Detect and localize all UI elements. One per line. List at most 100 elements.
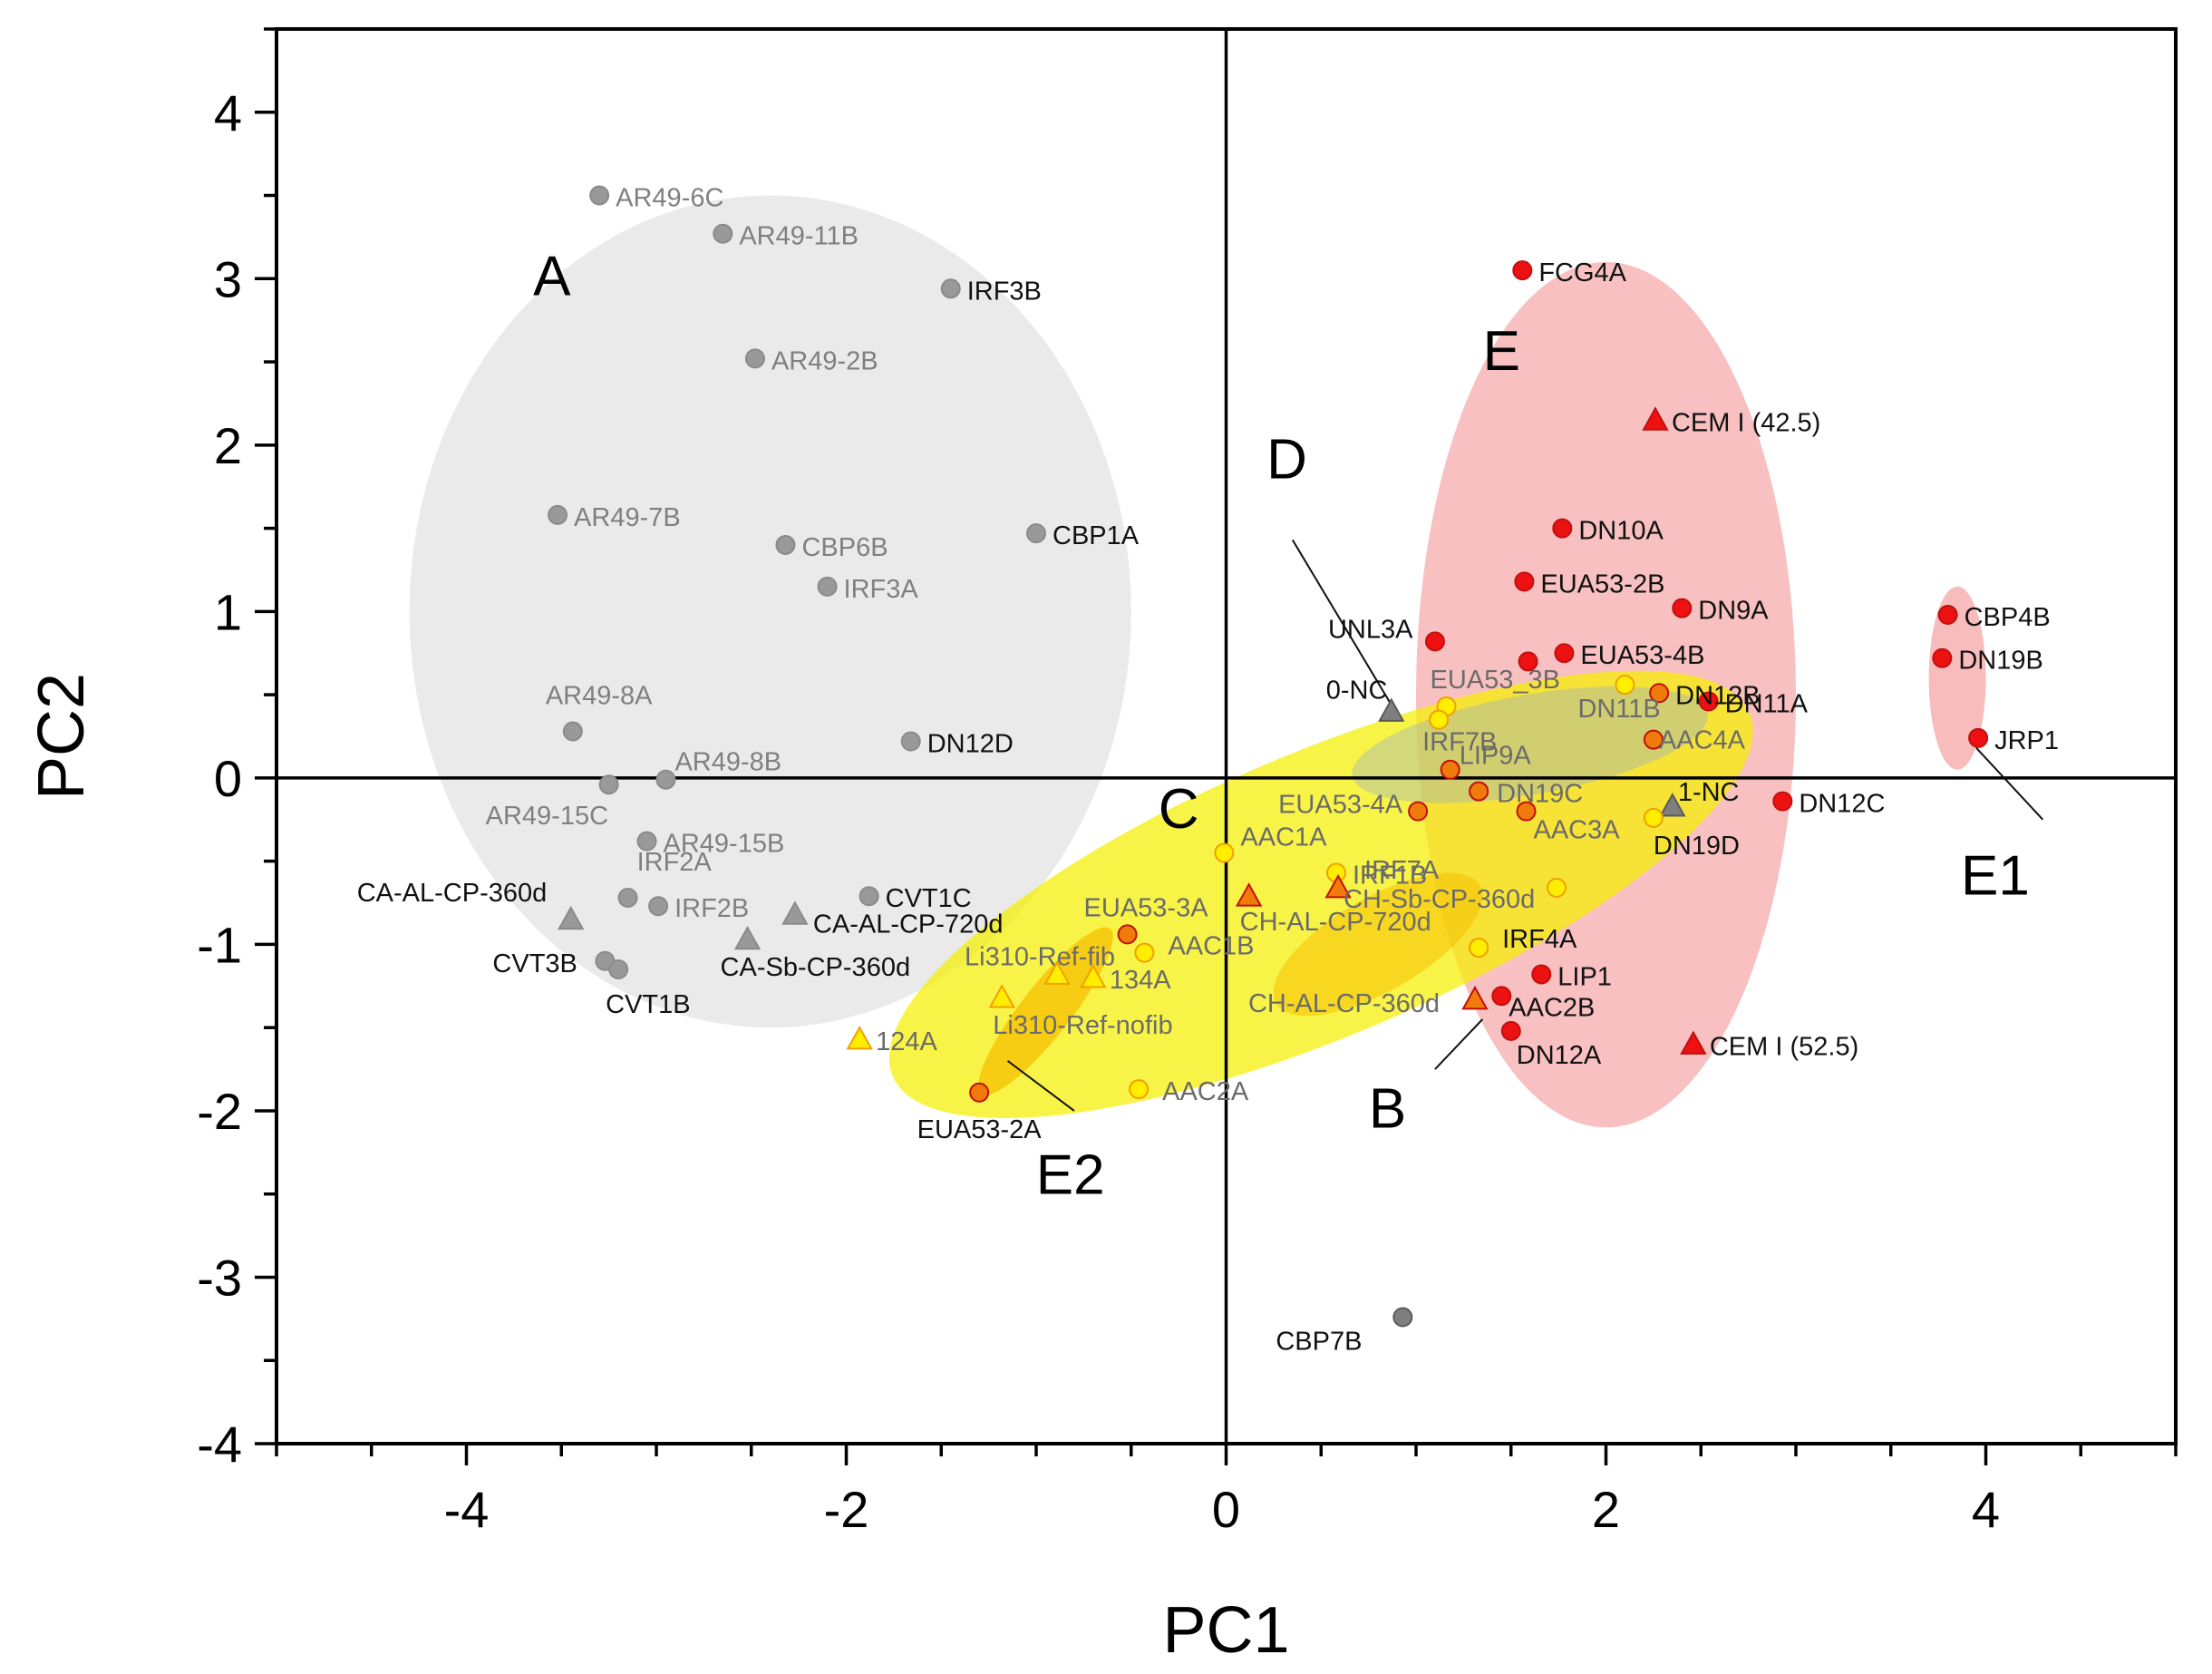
point-label: DN12C bbox=[1799, 790, 1885, 819]
y-tick-label: -2 bbox=[197, 1083, 242, 1140]
point-label: EUA53-3A bbox=[1084, 893, 1209, 922]
point-label: 124A bbox=[876, 1027, 937, 1056]
point-label: AR49-6C bbox=[616, 184, 723, 213]
point-marker-triangle bbox=[1680, 1030, 1707, 1055]
point-label: IRF3B bbox=[967, 277, 1042, 306]
point-label: DN11A bbox=[1725, 689, 1809, 718]
point-label: DN19C bbox=[1497, 780, 1583, 809]
point-marker-triangle bbox=[781, 900, 809, 925]
leader-line bbox=[1975, 747, 2044, 821]
point-marker bbox=[713, 223, 733, 244]
point-label: EUA53-4A bbox=[1278, 791, 1403, 820]
point-marker bbox=[1424, 631, 1445, 652]
point-label: LIP1 bbox=[1557, 962, 1612, 991]
point-label: CEM I (52.5) bbox=[1710, 1033, 1858, 1062]
y-tick-label: -3 bbox=[197, 1249, 242, 1306]
cluster-ellipse-b bbox=[1273, 872, 1483, 1017]
group-label: E bbox=[1483, 320, 1520, 383]
x-tick-label: 0 bbox=[1212, 1481, 1240, 1538]
point-marker-triangle bbox=[1324, 873, 1352, 899]
point-marker bbox=[775, 534, 796, 555]
point-label: 134A bbox=[1110, 966, 1171, 995]
y-tick-label: -1 bbox=[197, 916, 242, 973]
point-marker bbox=[1518, 651, 1538, 672]
point-marker bbox=[1672, 598, 1693, 618]
point-label: CH-Sb-CP-360d bbox=[1344, 885, 1535, 914]
point-marker bbox=[589, 185, 610, 206]
point-marker bbox=[744, 348, 765, 369]
point-marker bbox=[1214, 842, 1235, 863]
point-label: CH-AL-CP-360d bbox=[1248, 989, 1440, 1018]
point-label: DN19D bbox=[1654, 832, 1740, 861]
point-marker bbox=[1968, 727, 1989, 748]
y-tick-label: 3 bbox=[214, 250, 242, 307]
point-marker bbox=[1026, 523, 1046, 544]
point-marker bbox=[1516, 801, 1537, 822]
point-marker bbox=[548, 504, 568, 525]
leader-line bbox=[1006, 1060, 1075, 1112]
point-marker bbox=[1512, 260, 1533, 281]
group-label: B bbox=[1369, 1077, 1406, 1140]
point-label: CVT1C bbox=[886, 884, 972, 913]
point-marker-triangle bbox=[1659, 793, 1686, 817]
point-marker bbox=[969, 1082, 990, 1103]
point-marker bbox=[1392, 1307, 1413, 1328]
cluster-ellipse-c bbox=[888, 670, 1753, 1119]
point-label: LIP9A bbox=[1460, 742, 1532, 771]
point-label: EUA53-2A bbox=[917, 1115, 1043, 1144]
point-label: CA-Sb-CP-360d bbox=[721, 953, 911, 982]
point-label: AAC3A bbox=[1534, 816, 1621, 845]
point-label: IRF2B bbox=[674, 894, 749, 923]
point-label: CVT1B bbox=[606, 990, 690, 1019]
point-label: AAC4A bbox=[1659, 726, 1746, 755]
point-label: DN19B bbox=[1958, 647, 2043, 676]
point-label: FCG4A bbox=[1538, 258, 1626, 287]
point-label: Li310-Ref-nofib bbox=[993, 1011, 1172, 1040]
point-marker bbox=[1429, 709, 1450, 730]
point-label: CEM I (42.5) bbox=[1672, 408, 1820, 437]
plot-frame bbox=[275, 27, 2178, 1445]
point-label: UNL3A bbox=[1328, 615, 1413, 644]
point-label: AR49-15C bbox=[486, 802, 608, 831]
point-label: CVT3B bbox=[492, 949, 577, 978]
leader-line bbox=[1291, 539, 1394, 709]
point-label: DN11B bbox=[1577, 695, 1660, 724]
y-tick-label: -4 bbox=[197, 1416, 242, 1473]
point-marker bbox=[608, 959, 629, 979]
point-marker-triangle bbox=[1378, 697, 1405, 722]
point-label: CA-AL-CP-720d bbox=[813, 910, 1004, 939]
point-marker bbox=[1698, 691, 1719, 712]
point-label: CA-AL-CP-360d bbox=[357, 879, 548, 908]
point-label: AR49-7B bbox=[574, 503, 681, 532]
point-marker bbox=[617, 888, 638, 909]
point-marker bbox=[1469, 781, 1489, 802]
point-marker bbox=[655, 769, 676, 790]
point-marker bbox=[1772, 791, 1793, 812]
point-marker bbox=[1554, 643, 1575, 664]
point-marker bbox=[817, 576, 838, 597]
point-label: AR49-8B bbox=[674, 748, 781, 777]
cluster-ellipse-a bbox=[409, 195, 1131, 1028]
group-labels: A E D C E1 E2 B bbox=[533, 246, 2030, 1207]
point-label: DN12B bbox=[1675, 681, 1761, 710]
cluster-ellipse-e2 bbox=[978, 927, 1113, 1095]
point-marker bbox=[1552, 518, 1573, 539]
point-marker bbox=[1134, 942, 1155, 963]
point-marker bbox=[1547, 878, 1567, 899]
point-marker bbox=[1643, 729, 1664, 750]
group-label: C bbox=[1159, 778, 1199, 841]
point-label: IRF7B bbox=[1422, 728, 1497, 757]
point-label: DN12A bbox=[1517, 1041, 1602, 1070]
group-label: E2 bbox=[1036, 1144, 1105, 1207]
point-label: EUA53-2B bbox=[1540, 569, 1664, 599]
point-marker-triangle bbox=[988, 984, 1015, 1008]
point-marker bbox=[1491, 986, 1512, 1007]
point-marker bbox=[1117, 924, 1138, 945]
point-label: CBP1A bbox=[1053, 521, 1140, 550]
point-marker-triangle bbox=[558, 905, 585, 930]
x-tick-label: -4 bbox=[444, 1481, 490, 1538]
point-marker bbox=[1500, 1020, 1521, 1041]
point-marker-triangle bbox=[1080, 964, 1107, 988]
point-label: AAC1B bbox=[1168, 932, 1254, 961]
